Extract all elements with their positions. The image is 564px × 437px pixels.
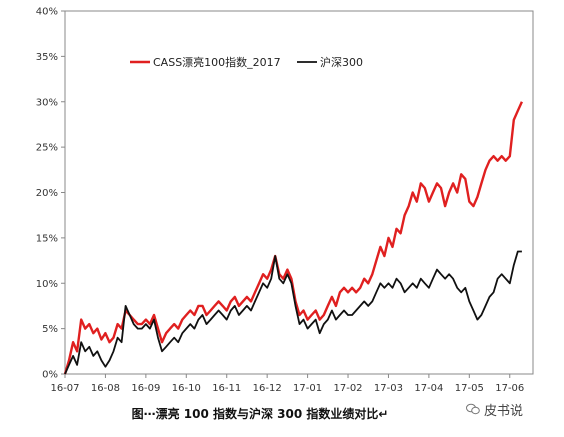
x-tick-label: 17-03 — [374, 383, 403, 394]
y-tick-label: 15% — [36, 233, 58, 244]
x-tick-label: 16-12 — [253, 383, 282, 394]
y-tick-label: 25% — [36, 143, 58, 154]
y-tick-label: 5% — [42, 324, 58, 335]
x-tick-label: 16-11 — [212, 383, 241, 394]
y-tick-label: 35% — [36, 52, 58, 63]
y-tick-label: 30% — [36, 97, 58, 108]
line-chart: 0%5%10%15%20%25%30%35%40% 16-07 16-08 16-0… — [36, 7, 534, 394]
y-axis: 0% 5% 10% 15% 20% 25% 30% 35% 40% — [36, 7, 65, 381]
y-tick-label: 20% — [36, 188, 58, 199]
x-tick-label: 16-08 — [91, 383, 120, 394]
x-tick-label: 17-01 — [293, 383, 322, 394]
y-tick-label: 0% — [42, 370, 58, 381]
x-tick-label: 17-04 — [414, 383, 443, 394]
series-line-1 — [64, 250, 522, 375]
wechat-icon — [466, 403, 480, 415]
x-tick-label: 16-09 — [131, 383, 160, 394]
x-tick-label: 16-10 — [172, 383, 201, 394]
x-axis: 16-07 16-08 16-09 16-10 16-11 16-12 17-01 17-02… — [50, 374, 524, 394]
legend-label-0: CASS漂亮100指数_2017 — [153, 55, 281, 69]
series-lines — [63, 101, 523, 375]
x-tick-label: 16-07 — [50, 383, 79, 394]
series-line-0 — [63, 101, 523, 375]
legend-label-1: 沪深300 — [320, 55, 363, 69]
x-tick-label: 17-06 — [495, 383, 524, 394]
y-tick-label: 40% — [36, 7, 58, 18]
x-tick-label: 17-02 — [333, 383, 362, 394]
figure-caption: 图⋯漂亮 100 指数与沪深 300 指数业绩对比↵ — [131, 407, 389, 421]
legend: CASS漂亮100指数_2017 沪深300 — [130, 55, 363, 69]
watermark-text: 皮书说 — [484, 404, 524, 419]
x-tick-label: 17-05 — [455, 383, 484, 394]
y-tick-label: 10% — [36, 279, 58, 290]
